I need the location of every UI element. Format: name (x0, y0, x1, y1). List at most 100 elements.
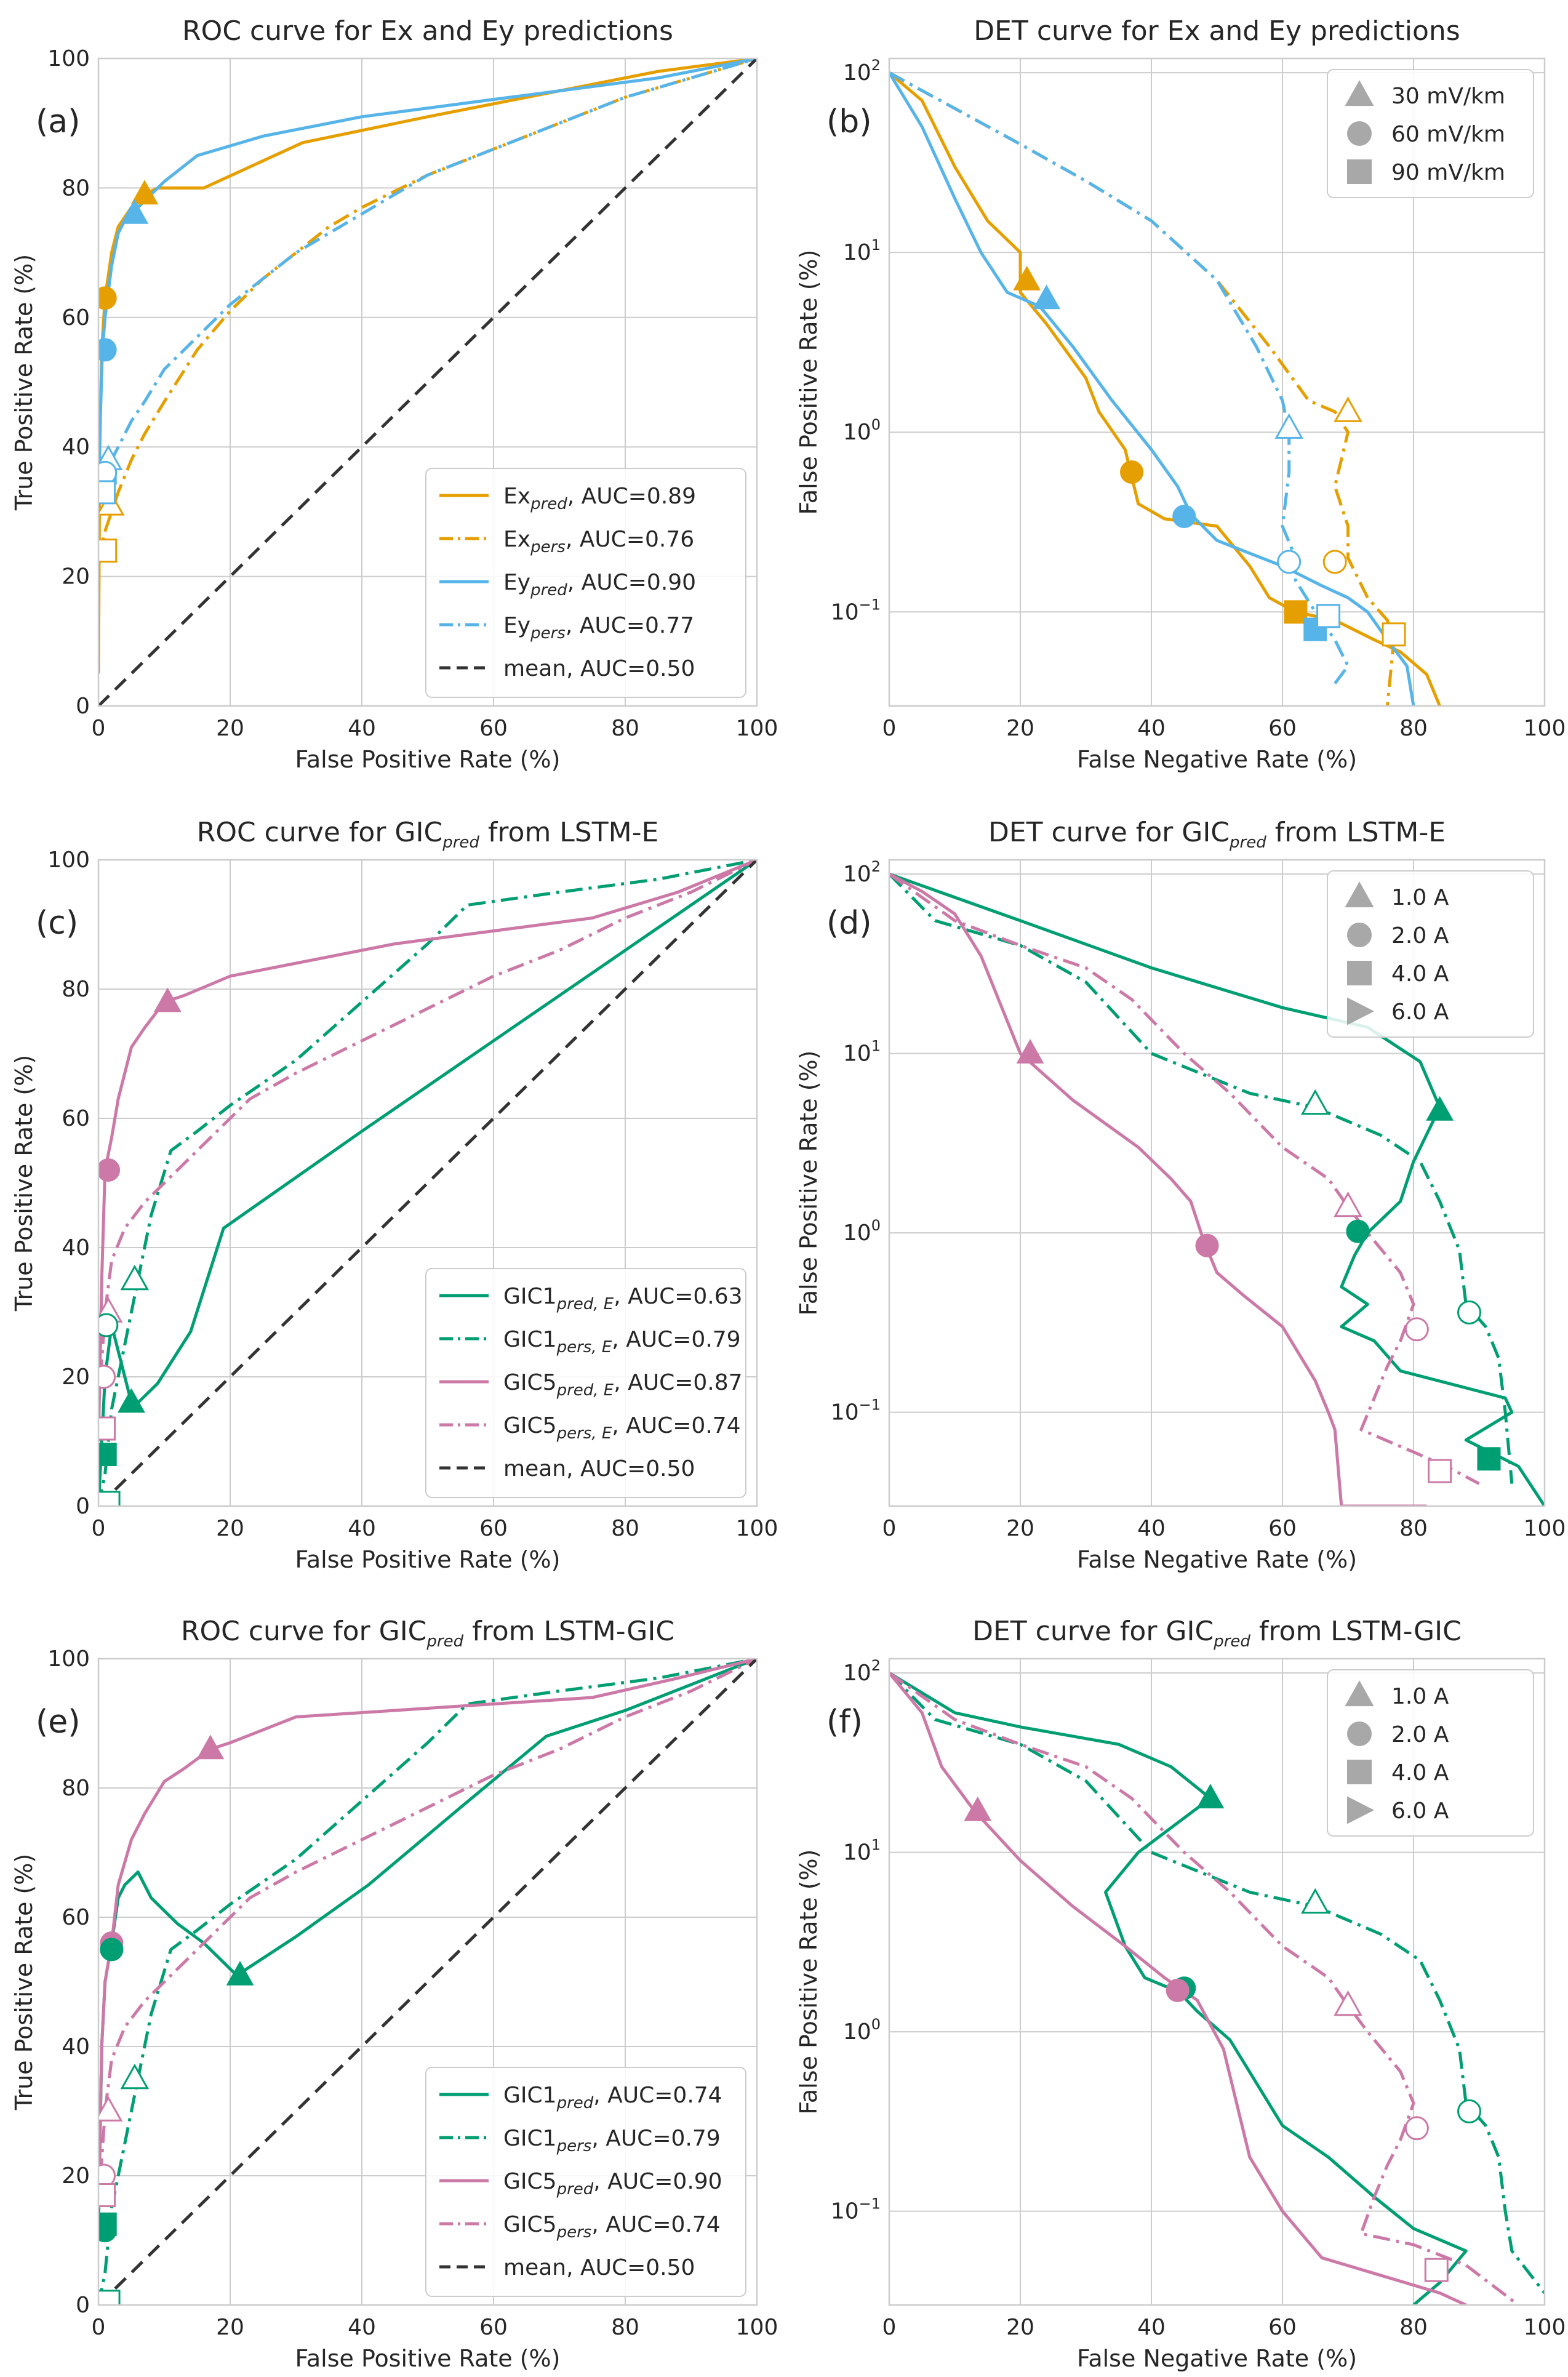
chart-panel-b: 0 20 40 60 80 100 102 101 100 10−1 DET curve for E… (795, 15, 1566, 773)
y-tick-label: 60 (62, 1106, 90, 1131)
series-line-1 (98, 860, 757, 1506)
legend-entry: 1.0 A (1391, 885, 1449, 910)
legend-entry: 2.0 A (1391, 923, 1449, 948)
x-tick-label: 20 (1006, 716, 1034, 741)
series-line-3 (98, 58, 757, 493)
marker-triangle-open (1300, 1888, 1330, 1914)
panel-label: (c) (36, 905, 78, 942)
series-line-1 (889, 873, 1514, 1484)
series-line-2 (889, 71, 1415, 706)
marker-square-filled (1477, 1447, 1501, 1471)
legend-entry: mean, AUC=0.50 (503, 1456, 695, 1481)
legend-entry: GIC5pers, AUC=0.74 (503, 2212, 721, 2242)
panel-label: (f) (826, 1704, 863, 1741)
chart-title: ROC curve for GICpred from LSTM-E (197, 817, 659, 852)
y-axis-label: False Positive Rate (%) (795, 1050, 822, 1315)
marker-triangle-open (1334, 1191, 1362, 1217)
marker-triangle-open (1334, 396, 1362, 422)
series-line-4 (98, 860, 757, 1506)
series-line-1 (98, 1659, 757, 2305)
y-axis-label: False Positive Rate (%) (795, 249, 822, 515)
legend-entry: GIC1pred, AUC=0.74 (503, 2083, 722, 2112)
legend-entry: Eypred, AUC=0.90 (503, 570, 696, 599)
marker-square-open (98, 1416, 116, 1441)
y-tick-label: 60 (62, 305, 90, 331)
chart-title: DET curve for GICpred from LSTM-E (988, 817, 1446, 852)
chart-title: DET curve for Ex and Ey predictions (974, 15, 1460, 47)
y-tick-label: 100 (843, 2016, 881, 2045)
plot-data (98, 1659, 757, 2305)
legend-entry: GIC1pred, E, AUC=0.63 (503, 1284, 743, 1313)
marker-circle-filled (1172, 505, 1196, 529)
legend-entry: Expred, AUC=0.89 (503, 484, 696, 513)
legend-square-icon (1347, 961, 1372, 985)
y-tick-label: 10−1 (831, 2195, 881, 2224)
y-tick-label: 100 (843, 1217, 881, 1246)
legend-entry: 4.0 A (1391, 961, 1449, 987)
y-tick-label: 100 (843, 416, 881, 445)
axes-frame (888, 1657, 1546, 2306)
x-tick-label: 60 (1268, 2315, 1297, 2340)
legend-box (425, 2067, 746, 2297)
x-tick-label: 80 (611, 716, 639, 741)
x-tick-label: 20 (1006, 1516, 1034, 1541)
legend-entry: 1.0 A (1391, 1684, 1449, 1709)
chart-title: ROC curve for Ex and Ey predictions (182, 15, 673, 47)
marker-circle-open (98, 1313, 119, 1337)
y-tick-label: 101 (843, 236, 881, 265)
marker-circle-filled (100, 1938, 124, 1962)
plot-data (889, 872, 1545, 1506)
legend: GIC1pred, AUC=0.74 GIC1pers, AUC=0.79 GIC5… (425, 2067, 746, 2297)
marker-triangle-open (1274, 413, 1303, 439)
marker-triangle-filled (153, 987, 182, 1012)
marker-triangle-filled (964, 1796, 992, 1821)
x-tick-label: 80 (611, 2315, 639, 2340)
legend-entry: mean, AUC=0.50 (503, 2255, 695, 2280)
x-tick-label: 60 (1268, 716, 1297, 741)
x-tick-label: 0 (882, 1516, 897, 1541)
legend-circle-icon (1347, 121, 1372, 146)
marker-triangle-filled (196, 1734, 225, 1760)
chart-panel-d: 0 20 40 60 80 100 102 101 100 10−1 DET curve for G… (795, 817, 1566, 1573)
y-axis-label: False Positive Rate (%) (795, 1849, 822, 2114)
marker-square-open (98, 2290, 121, 2305)
y-tick-label: 80 (62, 175, 90, 201)
x-tick-label: 80 (1399, 1516, 1428, 1541)
x-tick-label: 100 (1524, 716, 1566, 741)
marker-triangle-filled (1426, 1096, 1454, 1121)
series-line-1 (889, 1672, 1545, 2295)
shape-legend: 1.0 A 2.0 A 4.0 A 6.0 A (1327, 1669, 1534, 1837)
legend-entry: GIC5pred, E, AUC=0.87 (503, 1370, 743, 1400)
y-tick-label: 40 (62, 435, 90, 460)
marker-triangle-open (1334, 1990, 1362, 2016)
marker-circle-filled (1166, 1978, 1190, 2002)
y-axis-label: True Positive Rate (%) (10, 254, 38, 511)
y-tick-label: 40 (62, 1235, 90, 1261)
x-tick-label: 100 (736, 2315, 778, 2340)
x-tick-label: 20 (1006, 2315, 1034, 2340)
legend-triangle-icon (1345, 80, 1374, 106)
y-tick-label: 100 (47, 1646, 90, 1672)
x-tick-label: 40 (348, 2315, 376, 2340)
marker-square-open (98, 480, 116, 505)
marker-circle-open (1457, 1300, 1482, 1325)
y-tick-label: 10−1 (831, 596, 881, 625)
legend-entry: mean, AUC=0.50 (503, 656, 695, 681)
x-tick-label: 40 (1137, 1516, 1166, 1541)
x-tick-label: 20 (216, 716, 244, 741)
series-line-2 (98, 860, 757, 1442)
legend-box (1327, 69, 1534, 198)
series-line-0 (889, 872, 1545, 1506)
axes-frame (97, 1657, 758, 2306)
y-tick-label: 100 (47, 848, 90, 873)
legend-box (425, 468, 746, 698)
x-axis-label: False Negative Rate (%) (1077, 2345, 1357, 2372)
legend-triangle-icon (1345, 1680, 1374, 1707)
y-tick-label: 60 (62, 1905, 90, 1930)
panel-label: (d) (826, 905, 872, 942)
x-tick-label: 100 (736, 716, 778, 741)
marker-square-filled (98, 2212, 117, 2236)
y-axis-label: True Positive Rate (%) (10, 1055, 38, 1312)
y-tick-label: 101 (843, 1837, 881, 1866)
legend-entry: 2.0 A (1391, 1722, 1449, 1747)
